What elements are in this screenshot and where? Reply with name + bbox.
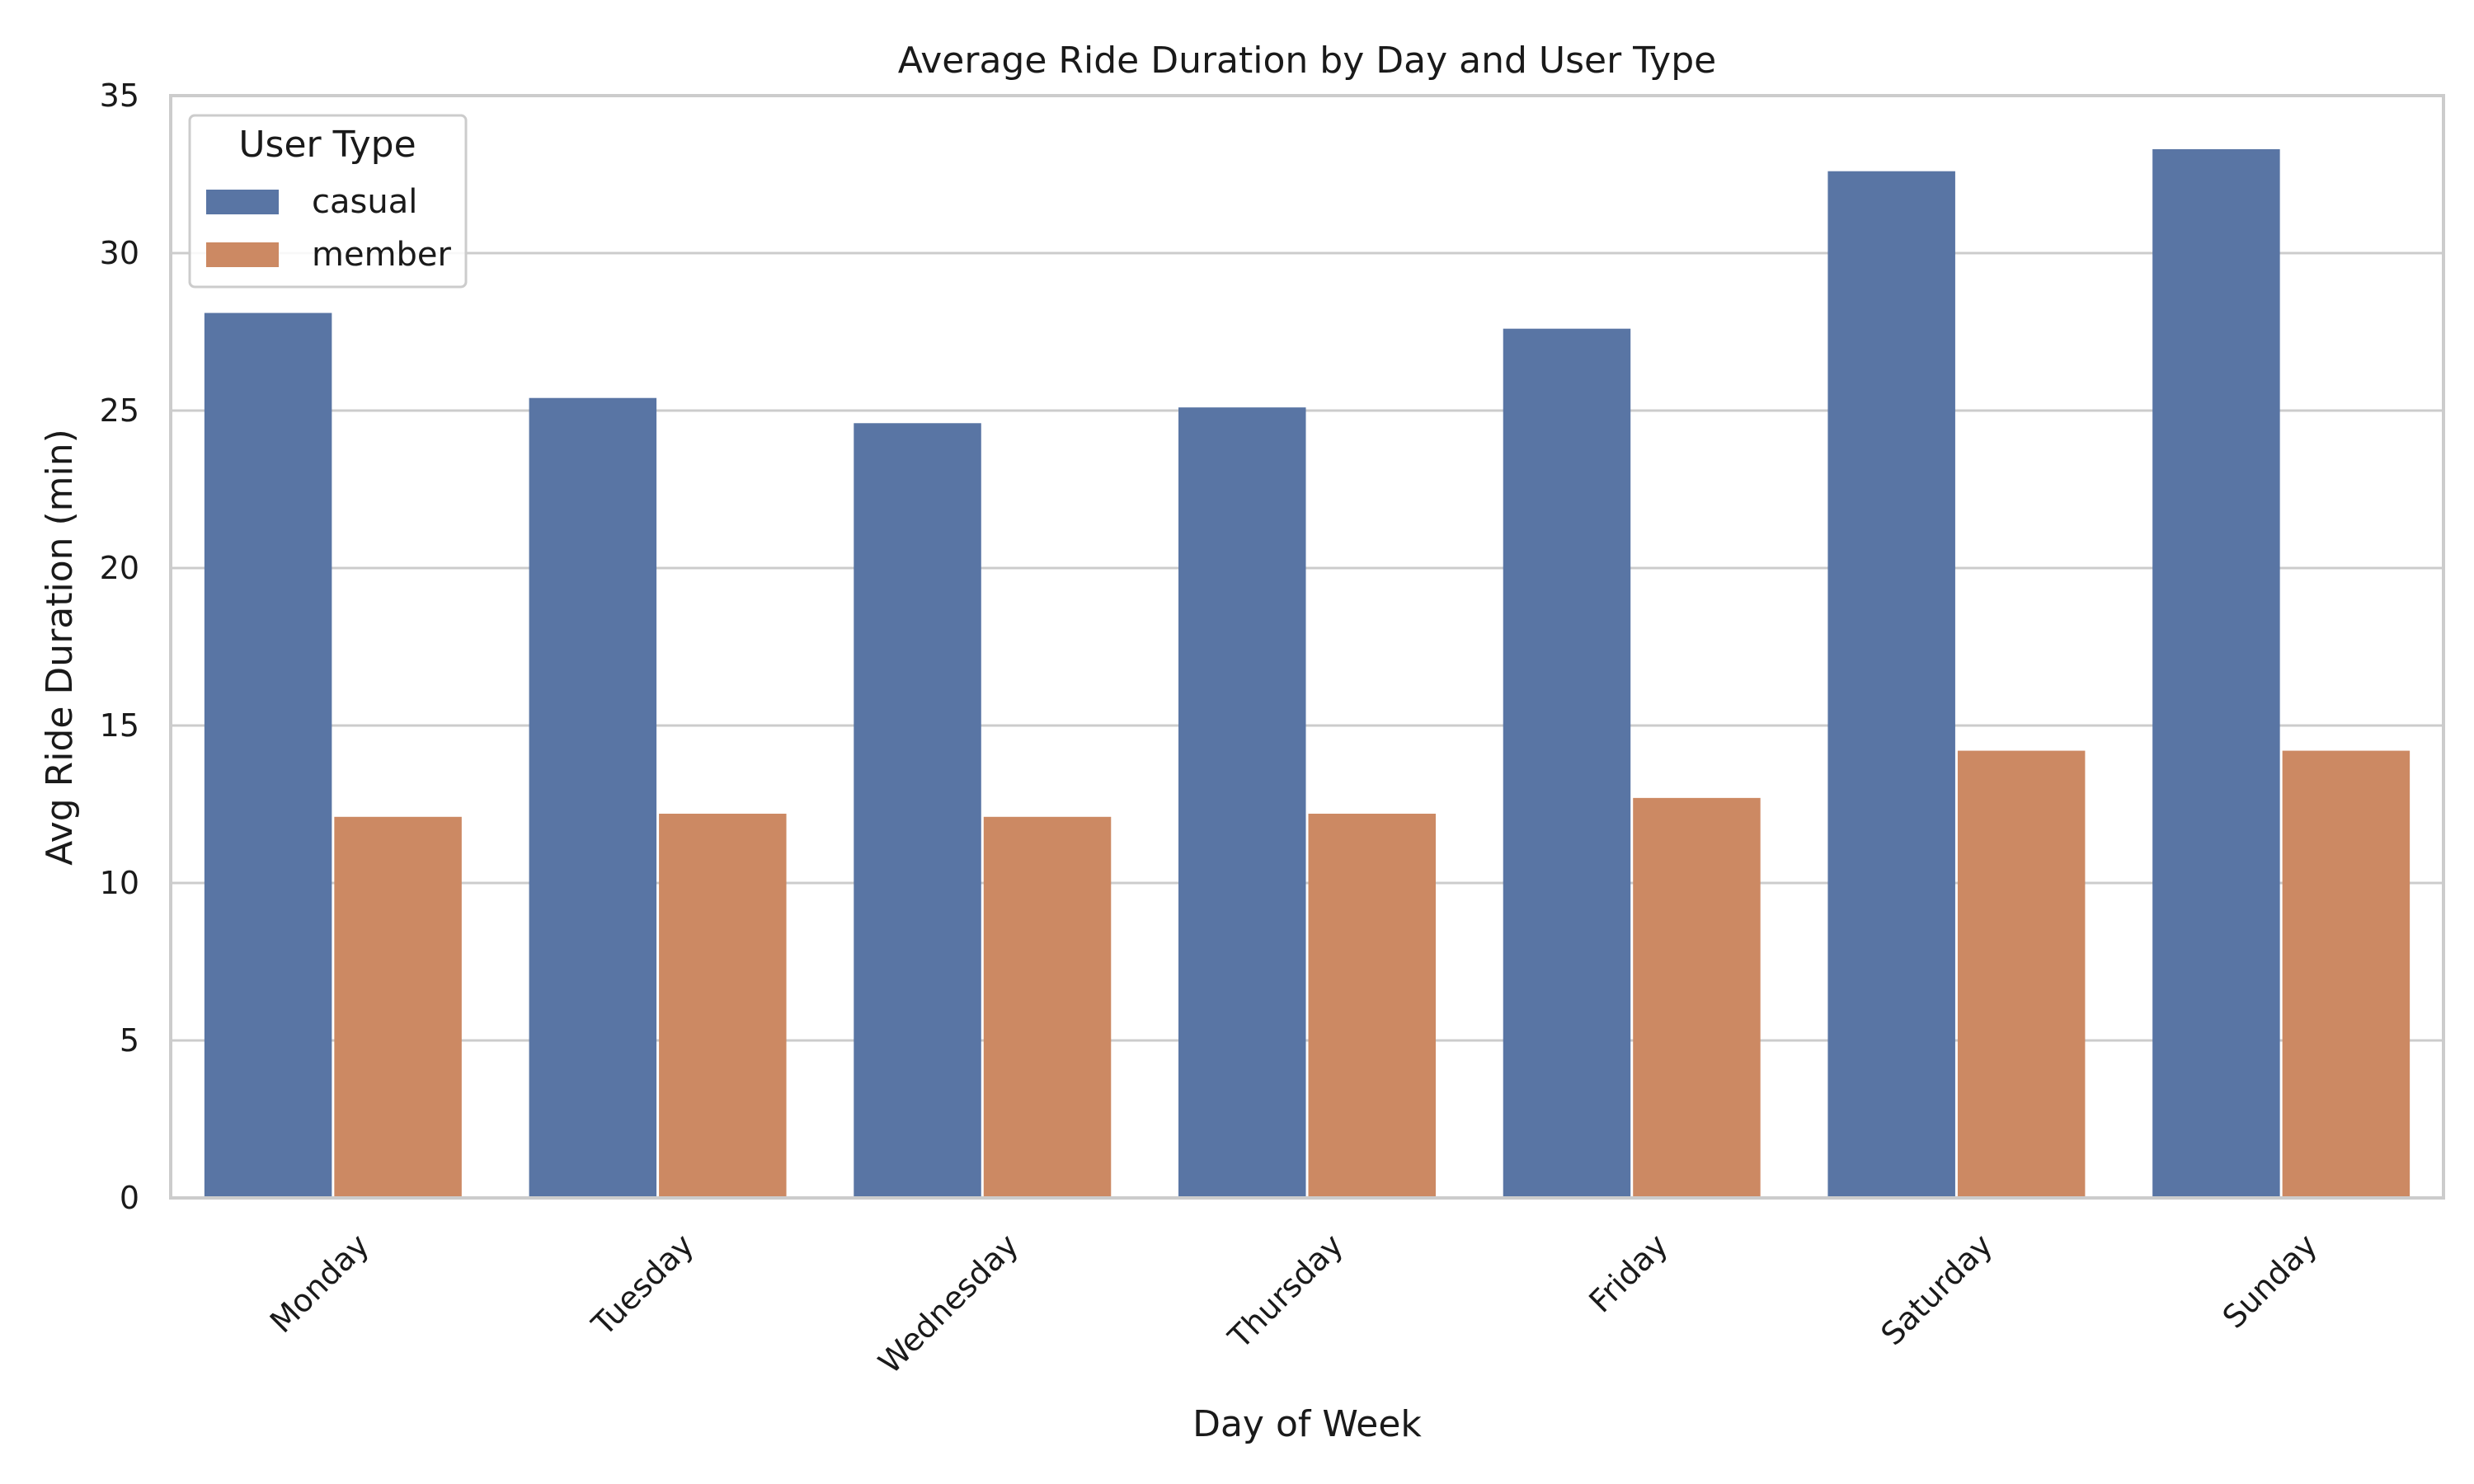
bar-casual-friday — [1503, 328, 1631, 1199]
legend-label-member: member — [312, 236, 452, 274]
y-tick-label: 30 — [100, 235, 139, 271]
y-tick-label: 0 — [120, 1180, 139, 1216]
y-tick-label: 20 — [100, 550, 139, 586]
y-axis-ticks: 0 5 10 15 20 25 30 35 — [100, 77, 139, 1216]
bar-casual-sunday — [2152, 148, 2280, 1199]
legend: User Type casual member — [188, 114, 468, 289]
y-tick-label: 25 — [100, 392, 139, 429]
bar-member-thursday — [1308, 813, 1436, 1198]
bar-member-sunday — [2282, 750, 2411, 1198]
x-axis-title: Day of Week — [1192, 1403, 1422, 1445]
plot-area-frame — [169, 94, 2445, 1200]
y-axis-title: Avg Ride Duration (min) — [39, 429, 81, 866]
bar-member-wednesday — [983, 816, 1112, 1198]
bars — [204, 148, 2411, 1199]
bar-casual-tuesday — [529, 397, 657, 1199]
legend-swatch-casual — [206, 190, 279, 214]
legend-swatch-member — [206, 242, 279, 267]
bar-member-monday — [334, 816, 462, 1198]
bar-casual-wednesday — [854, 423, 981, 1198]
bar-casual-thursday — [1178, 407, 1306, 1198]
bar-member-friday — [1633, 797, 1761, 1198]
y-tick-label: 15 — [100, 707, 139, 744]
legend-label-casual: casual — [312, 183, 417, 221]
bar-member-tuesday — [659, 813, 787, 1198]
y-tick-label: 10 — [100, 865, 139, 901]
bar-casual-monday — [204, 312, 332, 1199]
y-tick-label: 5 — [120, 1022, 139, 1059]
bar-member-saturday — [1957, 750, 2086, 1198]
y-tick-label: 35 — [100, 77, 139, 114]
bar-casual-saturday — [1827, 171, 1955, 1199]
legend-title: User Type — [238, 124, 416, 166]
chart-title: Average Ride Duration by Day and User Ty… — [898, 40, 1716, 82]
